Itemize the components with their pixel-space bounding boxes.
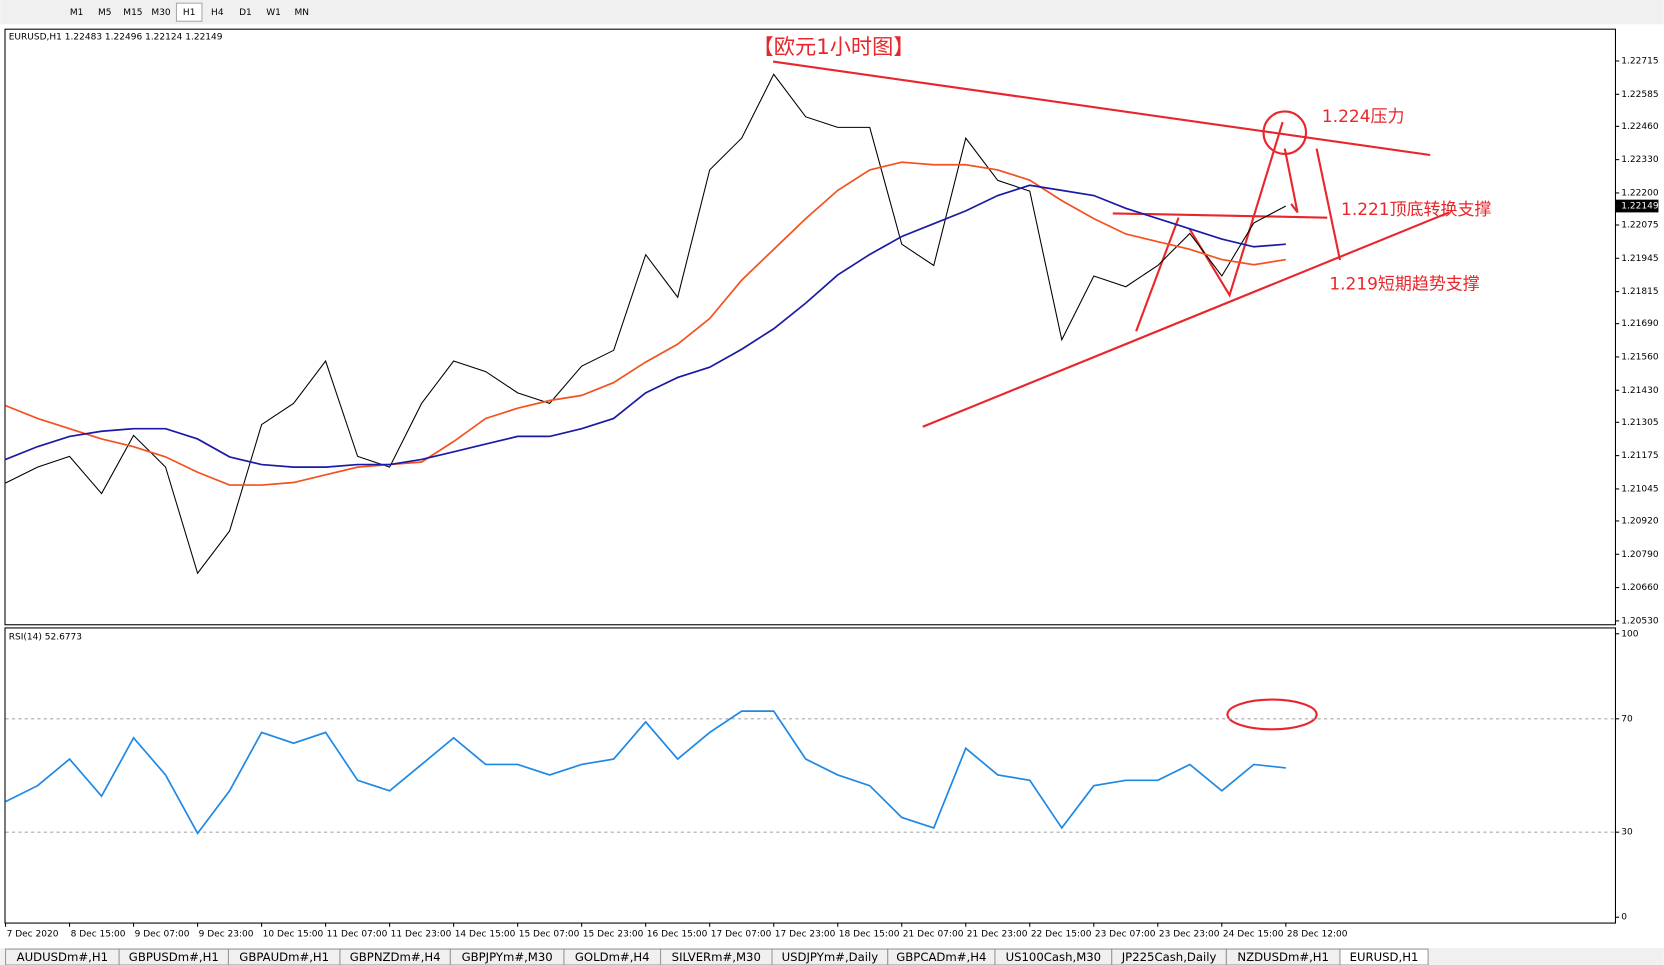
y-tick-label: 1.21045 — [1621, 484, 1658, 494]
series-line — [5, 161, 1286, 486]
timeframe-label[interactable]: M30 — [151, 8, 171, 18]
y-tick-label: 1.21815 — [1621, 287, 1658, 297]
x-tick-label: 28 Dec 12:00 — [1287, 930, 1348, 940]
timeframe-label[interactable]: M1 — [70, 8, 84, 18]
timeframe-label[interactable]: M15 — [123, 8, 142, 18]
timeframe-label[interactable]: M5 — [98, 8, 112, 18]
x-tick-label: 10 Dec 15:00 — [263, 930, 324, 940]
y-tick-label: 1.20660 — [1621, 583, 1659, 593]
timeframe-label[interactable]: D1 — [239, 8, 252, 18]
x-tick-label: 15 Dec 23:00 — [583, 930, 644, 940]
x-tick-label: 17 Dec 23:00 — [775, 930, 836, 940]
x-tick-label: 17 Dec 07:00 — [711, 930, 772, 940]
y-tick-label: 1.21305 — [1621, 418, 1658, 428]
tab-label[interactable]: GOLDm#,H4 — [575, 950, 650, 964]
last-price-box — [1615, 199, 1659, 213]
rsi-circle — [1226, 698, 1318, 731]
annotation: 1.219短期趋势支撑 — [1329, 275, 1479, 295]
y-tick-label: 70 — [1621, 714, 1633, 724]
tab-label[interactable]: AUDUSDm#,H1 — [17, 950, 108, 964]
tab-label[interactable]: SILVERm#,M30 — [672, 950, 761, 964]
x-tick-label: 23 Dec 07:00 — [1095, 930, 1156, 940]
x-tick-label: 23 Dec 23:00 — [1159, 930, 1220, 940]
series-line — [5, 184, 1286, 468]
y-tick-label: 1.22200 — [1621, 188, 1659, 198]
x-tick-label: 24 Dec 15:00 — [1223, 930, 1284, 940]
y-tick-label: 1.21945 — [1621, 254, 1658, 264]
annotation: 【欧元1小时图】 — [753, 35, 915, 60]
tab-label[interactable]: US100Cash,M30 — [1006, 950, 1102, 964]
x-tick-label: 21 Dec 07:00 — [903, 930, 964, 940]
x-tick-label: 9 Dec 07:00 — [135, 930, 190, 940]
x-tick-label: 7 Dec 2020 — [7, 930, 59, 940]
tab-label[interactable]: USDJPYm#,Daily — [782, 950, 879, 964]
flip-line — [1112, 212, 1328, 219]
chart-window — [0, 24, 1664, 949]
tab-label[interactable]: GBPCADm#,H4 — [896, 950, 986, 964]
last-price-label: 1.22149 — [1621, 202, 1659, 212]
x-tick-label: 18 Dec 15:00 — [839, 930, 900, 940]
arrow — [1315, 148, 1342, 261]
annotation: 1.221顶底转换支撑 — [1341, 200, 1491, 220]
timeframe-label[interactable]: MN — [294, 8, 309, 18]
series-line — [5, 710, 1286, 835]
y-tick-label: 1.21560 — [1621, 352, 1659, 362]
y-tick-label: 1.22715 — [1621, 56, 1658, 66]
tab-label[interactable]: EURUSD,H1 — [1350, 950, 1419, 964]
x-tick-label: 22 Dec 15:00 — [1031, 930, 1092, 940]
y-tick-label: 1.20530 — [1621, 616, 1659, 626]
x-tick-label: 15 Dec 07:00 — [519, 930, 580, 940]
y-tick-label: 100 — [1621, 629, 1638, 639]
y-tick-label: 1.20920 — [1621, 516, 1659, 526]
drawings — [772, 60, 1450, 731]
y-tick-label: 1.22585 — [1621, 90, 1658, 100]
x-tick-label: 11 Dec 07:00 — [327, 930, 388, 940]
timeframe-label[interactable]: H4 — [211, 8, 224, 18]
arrow — [1283, 148, 1299, 213]
rsi-panel — [4, 627, 1616, 924]
y-tick-label: 1.22460 — [1621, 122, 1659, 132]
timeframe-button[interactable] — [175, 2, 203, 22]
symbol-info: EURUSD,H1 1.22483 1.22496 1.22124 1.2214… — [9, 33, 223, 43]
y-tick-label: 0 — [1621, 913, 1627, 923]
x-tick-label: 16 Dec 15:00 — [647, 930, 708, 940]
x-tick-label: 8 Dec 15:00 — [71, 930, 126, 940]
tab-label[interactable]: JP225Cash,Daily — [1121, 950, 1217, 964]
tab-label[interactable]: NZDUSDm#,H1 — [1237, 950, 1329, 964]
x-tick-label: 11 Dec 23:00 — [391, 930, 452, 940]
y-tick-label: 1.22075 — [1621, 220, 1658, 230]
x-tick-label: 21 Dec 23:00 — [967, 930, 1028, 940]
resistance-line — [772, 60, 1431, 157]
support-line — [922, 211, 1450, 428]
y-tick-label: 1.21430 — [1621, 386, 1659, 396]
toolbar — [0, 0, 1664, 25]
annotation: 1.224压力 — [1322, 107, 1405, 127]
x-tick-label: 9 Dec 23:00 — [199, 930, 254, 940]
y-tick-label: 1.20790 — [1621, 550, 1659, 560]
price-panel — [4, 28, 1616, 626]
tab-label[interactable]: GBPJPYm#,M30 — [462, 950, 553, 964]
arrow — [1135, 217, 1180, 332]
tab-label[interactable]: GBPAUDm#,H1 — [239, 950, 329, 964]
series-line — [5, 73, 1287, 575]
tab[interactable] — [1339, 948, 1429, 965]
y-tick-label: 30 — [1621, 828, 1633, 838]
timeframe-label[interactable]: H1 — [183, 8, 196, 18]
x-tick-label: 14 Dec 15:00 — [455, 930, 516, 940]
y-tick-label: 1.21175 — [1621, 451, 1658, 461]
y-tick-label: 1.22330 — [1621, 155, 1659, 165]
rsi-info: RSI(14) 52.6773 — [9, 632, 83, 642]
timeframe-label[interactable]: W1 — [266, 8, 281, 18]
tab-label[interactable]: GBPNZDm#,H4 — [350, 950, 441, 964]
tab-label[interactable]: GBPUSDm#,H1 — [129, 950, 219, 964]
y-tick-label: 1.21690 — [1621, 319, 1659, 329]
